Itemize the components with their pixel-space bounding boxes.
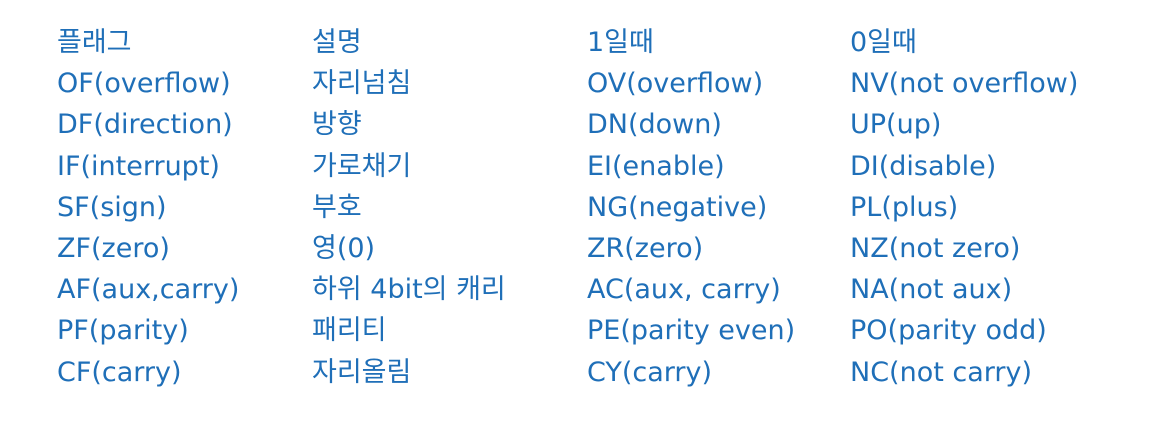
description-cell: 가로채기 [312,150,412,182]
when-zero-cell: NZ(not zero) [850,233,1021,265]
description-cell: 영(0) [312,233,376,265]
header-when-one: 1일때 [587,27,654,59]
description-cell: 패리티 [312,315,387,347]
when-zero-cell: NC(not carry) [850,356,1033,388]
when-one-cell: PE(parity even) [587,315,796,347]
table-row: IF(interrupt) 가로채기 EI(enable) DI(disable… [57,146,1157,187]
flag-cell: ZF(zero) [57,233,170,265]
when-one-cell: OV(overflow) [587,68,764,100]
flag-cell: DF(direction) [57,109,233,141]
when-one-cell: ZR(zero) [587,233,704,265]
table-row: DF(direction) 방향 DN(down) UP(up) [57,104,1157,145]
when-one-cell: DN(down) [587,109,722,141]
flag-cell: SF(sign) [57,191,167,223]
when-one-cell: CY(carry) [587,356,713,388]
description-cell: 자리올림 [312,356,412,388]
when-zero-cell: NV(not overflow) [850,68,1079,100]
when-zero-cell: DI(disable) [850,150,997,182]
header-flag: 플래그 [57,27,132,59]
description-cell: 하위 4bit의 캐리 [312,274,506,306]
when-zero-cell: NA(not aux) [850,274,1013,306]
flag-cell: PF(parity) [57,315,189,347]
table-row: CF(carry) 자리올림 CY(carry) NC(not carry) [57,352,1157,393]
flag-cell: OF(overflow) [57,68,231,100]
description-cell: 자리넘침 [312,68,412,100]
table-row: AF(aux,carry) 하위 4bit의 캐리 AC(aux, carry)… [57,269,1157,310]
when-one-cell: AC(aux, carry) [587,274,781,306]
flag-cell: CF(carry) [57,356,182,388]
when-zero-cell: UP(up) [850,109,942,141]
table-row: ZF(zero) 영(0) ZR(zero) NZ(not zero) [57,228,1157,269]
table-row: PF(parity) 패리티 PE(parity even) PO(parity… [57,310,1157,351]
flag-cell: IF(interrupt) [57,150,220,182]
header-row: 플래그 설명 1일때 0일때 [57,22,1157,63]
when-one-cell: NG(negative) [587,191,768,223]
header-when-zero: 0일때 [850,27,917,59]
description-cell: 부호 [312,191,362,223]
table-row: SF(sign) 부호 NG(negative) PL(plus) [57,187,1157,228]
when-one-cell: EI(enable) [587,150,725,182]
table-row: OF(overflow) 자리넘침 OV(overflow) NV(not ov… [57,63,1157,104]
when-zero-cell: PL(plus) [850,191,959,223]
flag-cell: AF(aux,carry) [57,274,240,306]
flags-table: 플래그 설명 1일때 0일때 OF(overflow) 자리넘침 OV(over… [57,22,1157,393]
header-description: 설명 [312,27,362,59]
description-cell: 방향 [312,109,362,141]
when-zero-cell: PO(parity odd) [850,315,1047,347]
